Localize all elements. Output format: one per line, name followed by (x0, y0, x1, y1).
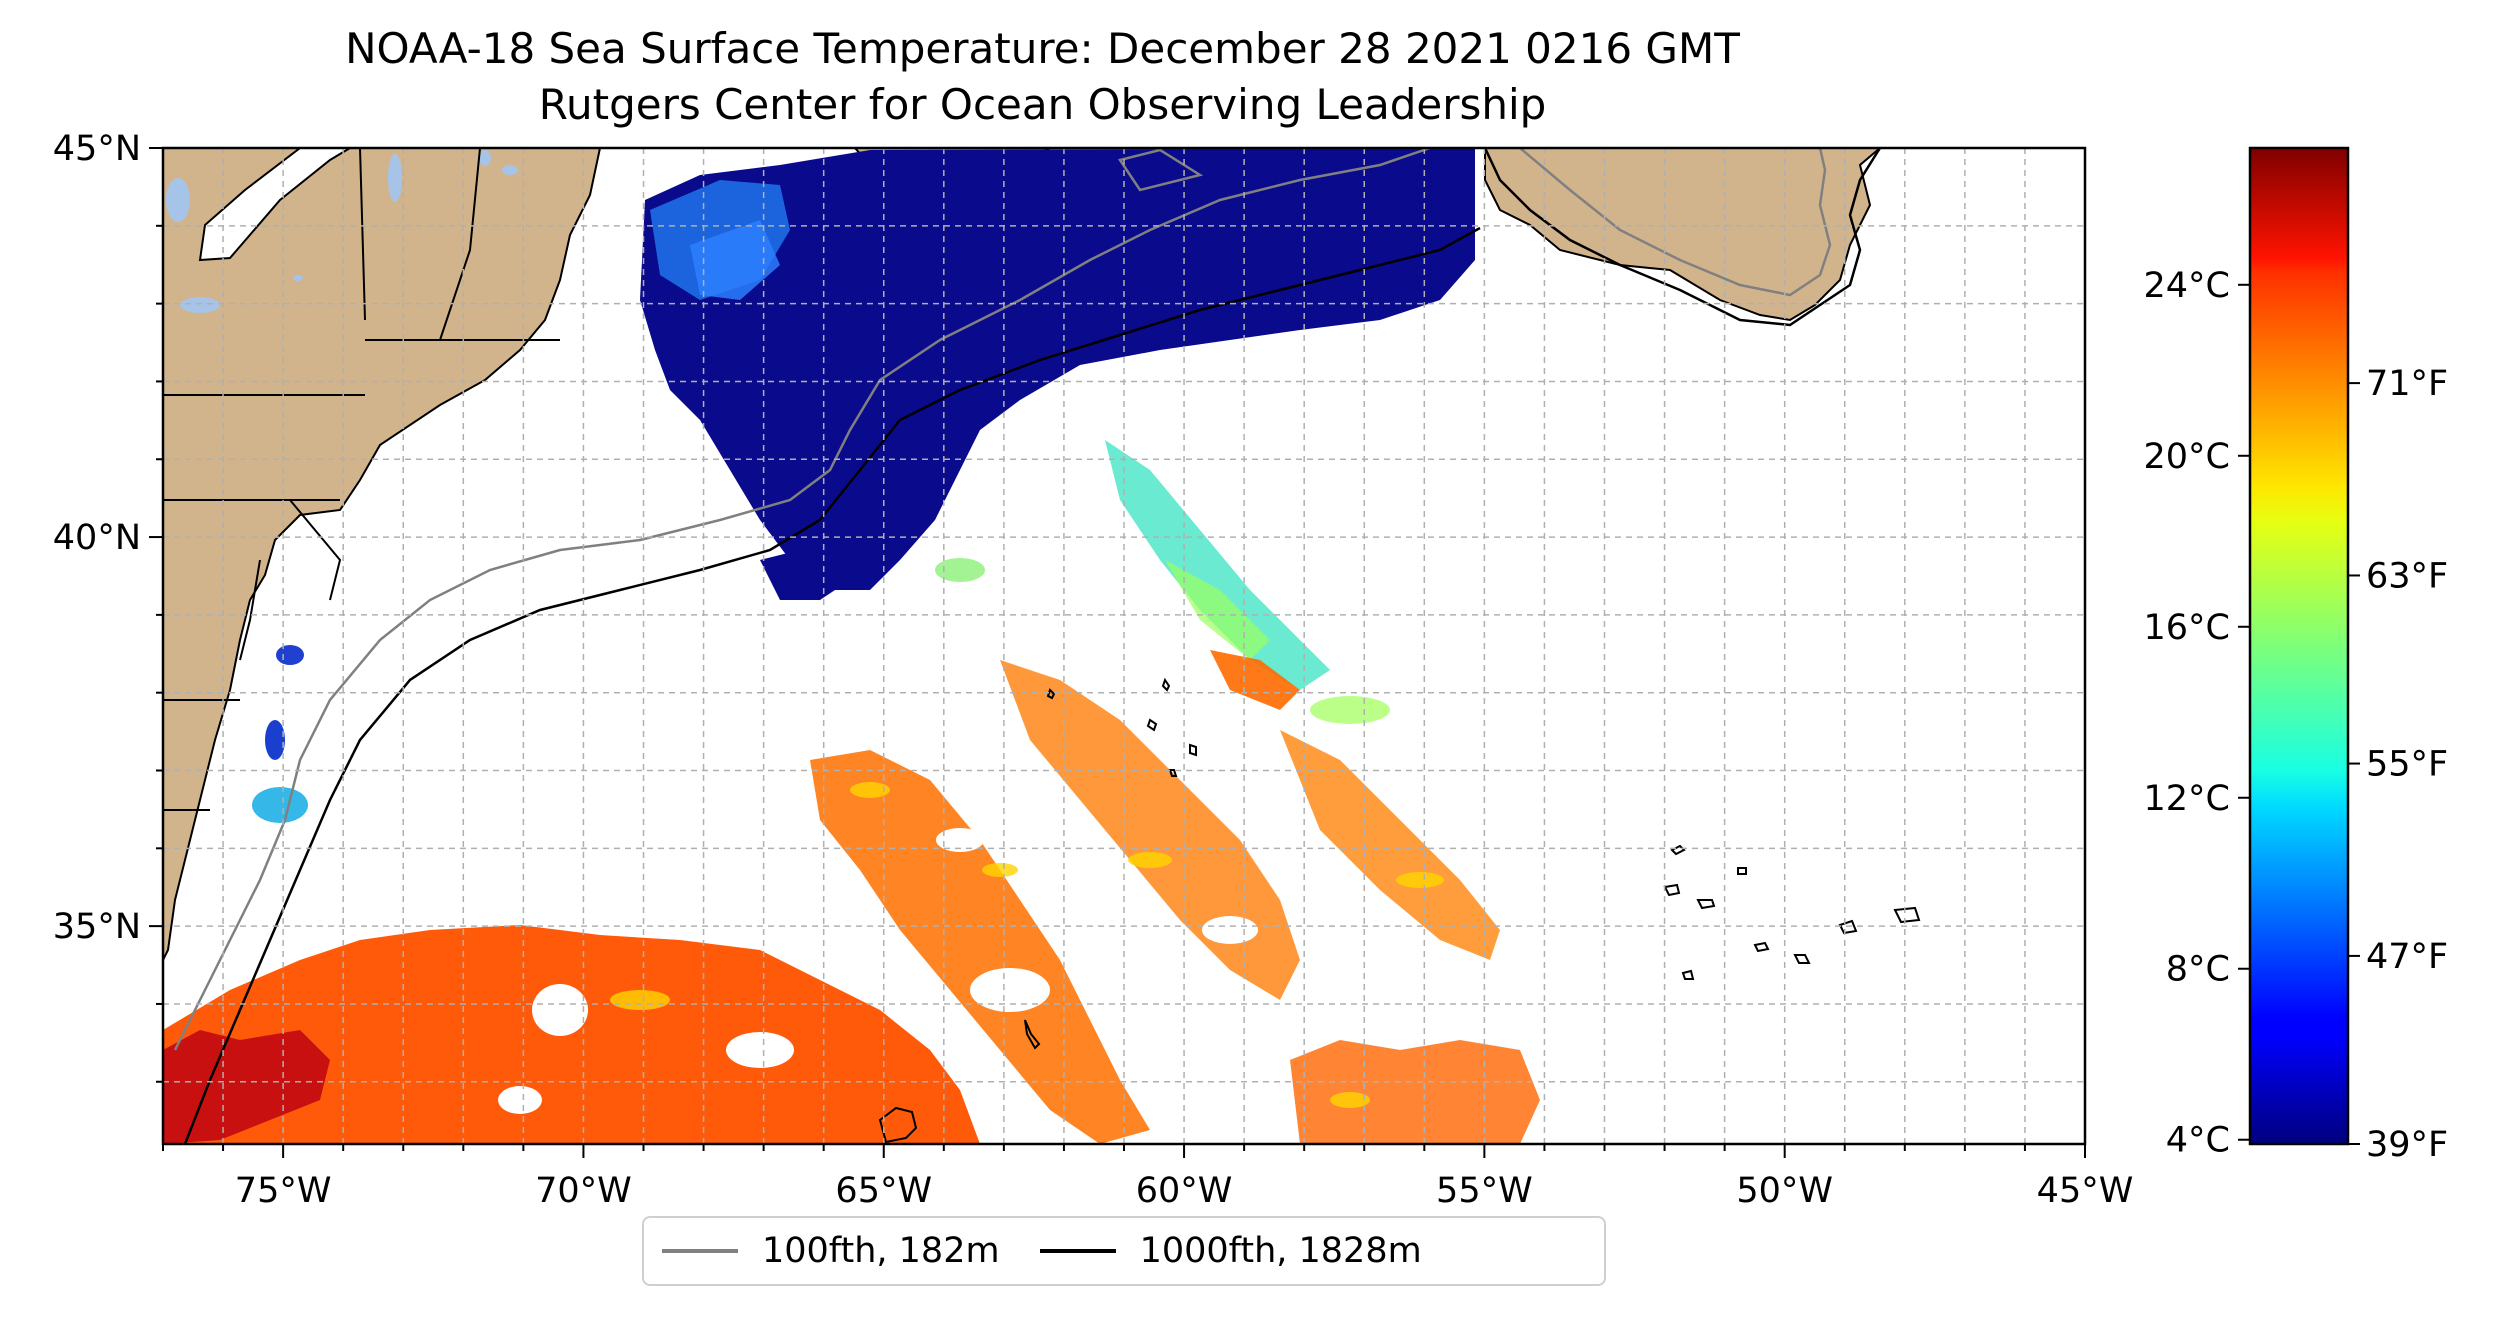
cbar-label-celsius: 4°C (2166, 1121, 2230, 1161)
cbar-label-fahrenheit: 55°F (2366, 745, 2448, 785)
x-tick-label: 65°W (835, 1171, 932, 1211)
cbar-label-fahrenheit: 47°F (2366, 937, 2448, 977)
sst-orange-plume (1210, 650, 1300, 710)
colorbar-ticks: 4°C 8°C 12°C 16°C 20°C 24°C 39°F 47°F 55°F 63°F 71… (2144, 266, 2449, 1165)
sst-gulf-stream (163, 925, 980, 1144)
x-tick-label: 75°W (235, 1171, 332, 1211)
map-axes: 75°W 70°W 65°W 60°W 55°W 50°W 45°W 45°N 40°N 35°N (53, 129, 2134, 1211)
sst-warm-eddies-far-east (1280, 730, 1500, 960)
land-newfoundland (1484, 148, 1882, 322)
isobath-100fth (173, 148, 1832, 1051)
sst-yellow-specks (610, 782, 1444, 1108)
state-borders (163, 148, 560, 811)
y-tick-label: 45°N (53, 129, 141, 169)
colorbar-gradient (2248, 146, 2350, 1146)
sst-cyan-streak (1105, 440, 1330, 690)
cbar-label-fahrenheit: 39°F (2366, 1125, 2448, 1165)
sst-blue-delaware (276, 645, 304, 665)
x-tick-label: 45°W (2037, 1171, 2134, 1211)
y-tick-label: 40°N (53, 518, 141, 558)
sst-cold-region (252, 148, 1475, 823)
cbar-label-fahrenheit: 63°F (2366, 556, 2448, 596)
map-grid (163, 148, 2085, 1144)
sst-warm-southeast (1290, 1040, 1540, 1144)
cbar-label-celsius: 24°C (2144, 266, 2230, 306)
legend-entry-100fth: 100fth, 182m (662, 1231, 1000, 1271)
sst-warm-region (163, 660, 1540, 1144)
cbar-label-fahrenheit: 71°F (2366, 364, 2448, 404)
legend-label-1000fth: 1000fth, 1828m (1139, 1231, 1422, 1271)
sst-warm-eddies-east (1000, 660, 1300, 1000)
colorbar: 4°C 8°C 12°C 16°C 20°C 24°C 39°F 47°F 55°F 63°F 71… (2144, 146, 2449, 1165)
cbar-label-celsius: 12°C (2144, 779, 2230, 819)
sst-white-gaps (498, 828, 1258, 1114)
map-content (163, 148, 2085, 1144)
cbar-label-celsius: 8°C (2166, 950, 2230, 990)
seamounts (878, 677, 1921, 1144)
chart-title: NOAA-18 Sea Surface Temperature: Decembe… (345, 24, 1740, 73)
legend-line-1000fth (1039, 1249, 1116, 1253)
sst-blue-nearshore (265, 720, 285, 760)
sst-blue-chesapeake (252, 787, 308, 823)
cbar-label-celsius: 20°C (2144, 437, 2230, 477)
sst-deep-red-cape (163, 1030, 330, 1144)
cbar-label-celsius: 16°C (2144, 608, 2230, 648)
sst-canyon-cold (760, 540, 850, 600)
x-tick-label: 70°W (535, 1171, 632, 1211)
lakes (166, 150, 518, 313)
x-tick-label: 60°W (1136, 1171, 1233, 1211)
chart-subtitle: Rutgers Center for Ocean Observing Leade… (538, 80, 1547, 129)
isobath-1000fth (183, 148, 1882, 1144)
legend: 100fth, 182m 1000fth, 1828m (642, 1216, 1606, 1286)
x-tick-label: 50°W (1736, 1171, 1833, 1211)
sst-blue-fundy (690, 220, 780, 300)
land-us-northeast (163, 148, 602, 961)
y-tick-label: 35°N (53, 907, 141, 947)
legend-line-100fth (662, 1249, 738, 1253)
x-tick-label: 55°W (1436, 1171, 1533, 1211)
legend-entry-1000fth: 1000fth, 1828m (1039, 1231, 1422, 1271)
legend-label-100fth: 100fth, 182m (762, 1231, 1000, 1271)
sst-gulf-of-maine (640, 148, 1475, 590)
